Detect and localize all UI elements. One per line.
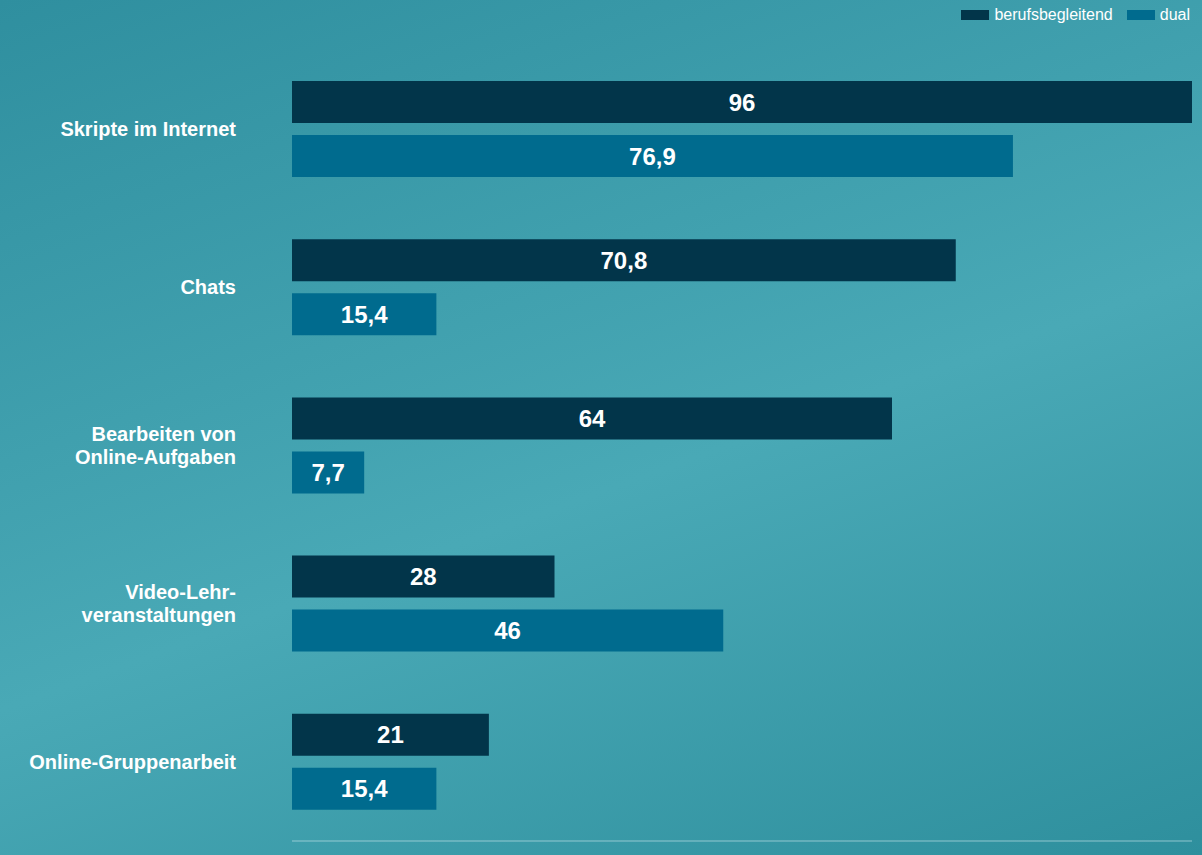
html-text:dual: dual (1159, 6, 1190, 23)
svg-text:46: 46 (494, 617, 521, 644)
html-text:berufsbegleitend: berufsbegleitend (994, 6, 1113, 23)
svg-text:Chats: Chats (180, 276, 236, 298)
svg-text:7,7: 7,7 (311, 459, 344, 486)
svg-text:96: 96 (729, 89, 756, 116)
svg-text:Video-Lehr-veranstaltungen: Video-Lehr-veranstaltungen (82, 581, 236, 626)
svg-text:Skripte im Internet: Skripte im Internet (60, 118, 236, 140)
svg-text:Bearbeiten vonOnline-Aufgaben: Bearbeiten vonOnline-Aufgaben (75, 423, 236, 468)
svg-text:21: 21 (377, 721, 404, 748)
svg-text:15,4: 15,4 (341, 301, 388, 328)
svg-text:15,4: 15,4 (341, 775, 388, 802)
svg-text:Online-Gruppenarbeit: Online-Gruppenarbeit (29, 751, 236, 773)
svg-text:76,9: 76,9 (629, 143, 676, 170)
svg-text:28: 28 (410, 563, 437, 590)
svg-text:64: 64 (579, 405, 606, 432)
svg-text:70,8: 70,8 (601, 247, 648, 274)
